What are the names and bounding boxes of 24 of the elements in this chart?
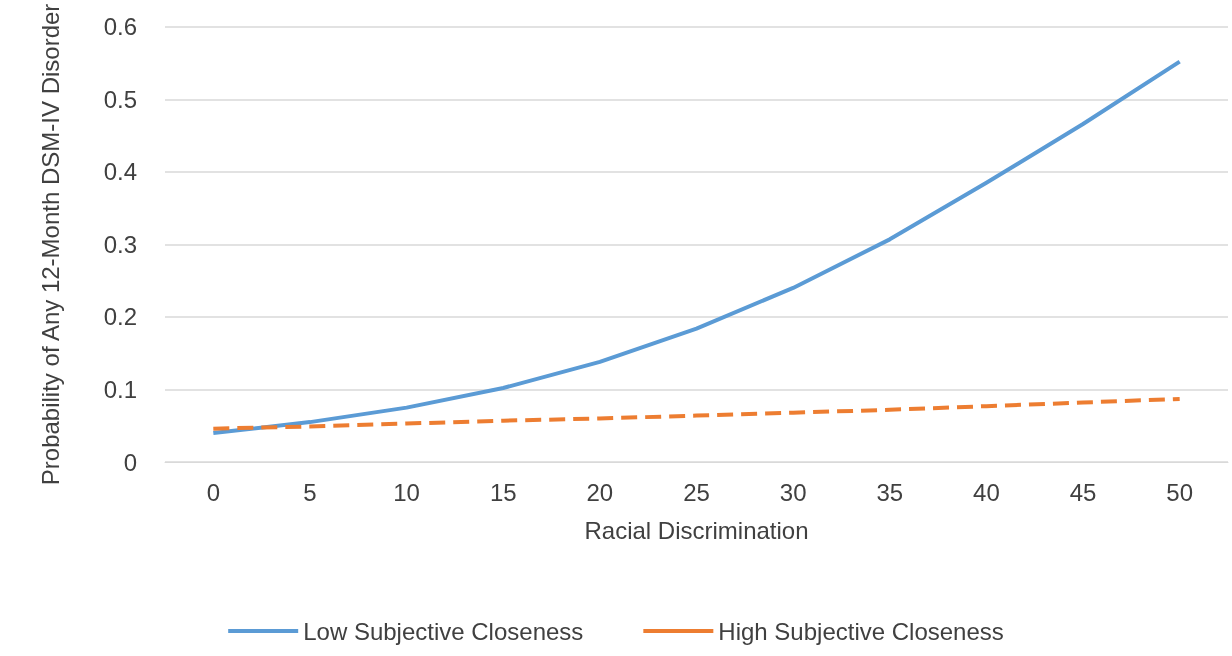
y-axis-title: Probability of Any 12-Month DSM-IV Disorder bbox=[36, 3, 64, 486]
x-tick-label: 5 bbox=[303, 478, 317, 506]
y-tick-label: 0.2 bbox=[103, 303, 137, 331]
x-tick-label: 25 bbox=[683, 478, 710, 506]
x-axis-title: Racial Discrimination bbox=[584, 516, 809, 544]
line-series bbox=[211, 59, 1182, 435]
x-tick-label: 30 bbox=[779, 478, 807, 506]
x-tick-label: 20 bbox=[586, 478, 614, 506]
x-tick-label: 15 bbox=[489, 478, 517, 506]
y-tick-label: 0.6 bbox=[103, 13, 137, 41]
y-tick-label: 0.3 bbox=[103, 230, 137, 258]
y-tick-label: 0.4 bbox=[103, 158, 137, 186]
x-tick-label: 10 bbox=[393, 478, 420, 506]
x-tick-label: 45 bbox=[1069, 478, 1097, 506]
legend-label: High Subjective Closeness bbox=[718, 617, 1004, 645]
y-tick-label: 0.5 bbox=[103, 85, 137, 113]
y-tick-label: 0 bbox=[123, 448, 137, 476]
line-series bbox=[211, 396, 1182, 431]
x-tick-label: 40 bbox=[973, 478, 1000, 506]
y-tick-label: 0.1 bbox=[103, 375, 137, 403]
x-tick-label: 35 bbox=[876, 478, 904, 506]
legend-label: Low Subjective Closeness bbox=[303, 617, 584, 645]
x-tick-label: 0 bbox=[206, 478, 220, 506]
x-tick-label: 50 bbox=[1166, 478, 1194, 506]
